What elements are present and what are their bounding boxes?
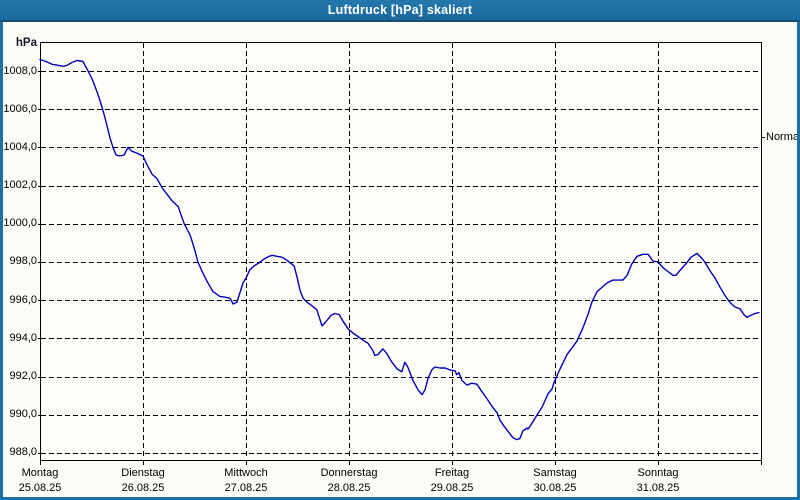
y-tick-label: 990,0 xyxy=(9,408,37,421)
y-tick-label: 1004,0 xyxy=(3,140,37,153)
y-tick-label: 996,0 xyxy=(9,293,37,306)
window-border-right xyxy=(797,22,800,500)
x-date-label: 27.08.25 xyxy=(224,482,268,494)
x-day-label: Freitag xyxy=(434,467,470,479)
window-border-bottom xyxy=(0,497,800,500)
y-tick-label: 1002,0 xyxy=(3,179,37,192)
y-tick-label: 992,0 xyxy=(9,370,37,383)
x-day-label: Mittwoch xyxy=(224,467,268,479)
y-tick-label: 988,0 xyxy=(9,446,37,459)
x-date-label: 26.08.25 xyxy=(121,482,165,494)
x-day-label: Sonntag xyxy=(637,467,679,479)
x-date-label: 28.08.25 xyxy=(327,482,371,494)
x-day-label: Donnerstag xyxy=(320,467,378,479)
y-tick-label: 998,0 xyxy=(9,255,37,268)
window-border-left xyxy=(0,22,3,500)
x-date-label: 29.08.25 xyxy=(430,482,474,494)
y-tick-label: 1006,0 xyxy=(3,102,37,115)
x-date-label: 25.08.25 xyxy=(18,482,62,494)
plot-border xyxy=(40,42,762,461)
x-date-label: 31.08.25 xyxy=(636,482,680,494)
title-bar: Luftdruck [hPa] skaliert xyxy=(0,0,800,22)
y-tick-label: 1000,0 xyxy=(3,217,37,230)
x-day-label: Montag xyxy=(21,467,59,479)
x-date-label: 30.08.25 xyxy=(533,482,577,494)
y-tick-label: 994,0 xyxy=(9,331,37,344)
x-day-label: Samstag xyxy=(533,467,577,479)
y-axis-unit-label: hPa xyxy=(15,37,37,49)
window-title: Luftdruck [hPa] skaliert xyxy=(327,3,473,17)
y-tick-label: 1008,0 xyxy=(3,64,37,77)
pressure-line xyxy=(39,58,760,441)
normal-marker-label: Normal xyxy=(766,130,800,143)
x-day-label: Dienstag xyxy=(121,467,165,479)
